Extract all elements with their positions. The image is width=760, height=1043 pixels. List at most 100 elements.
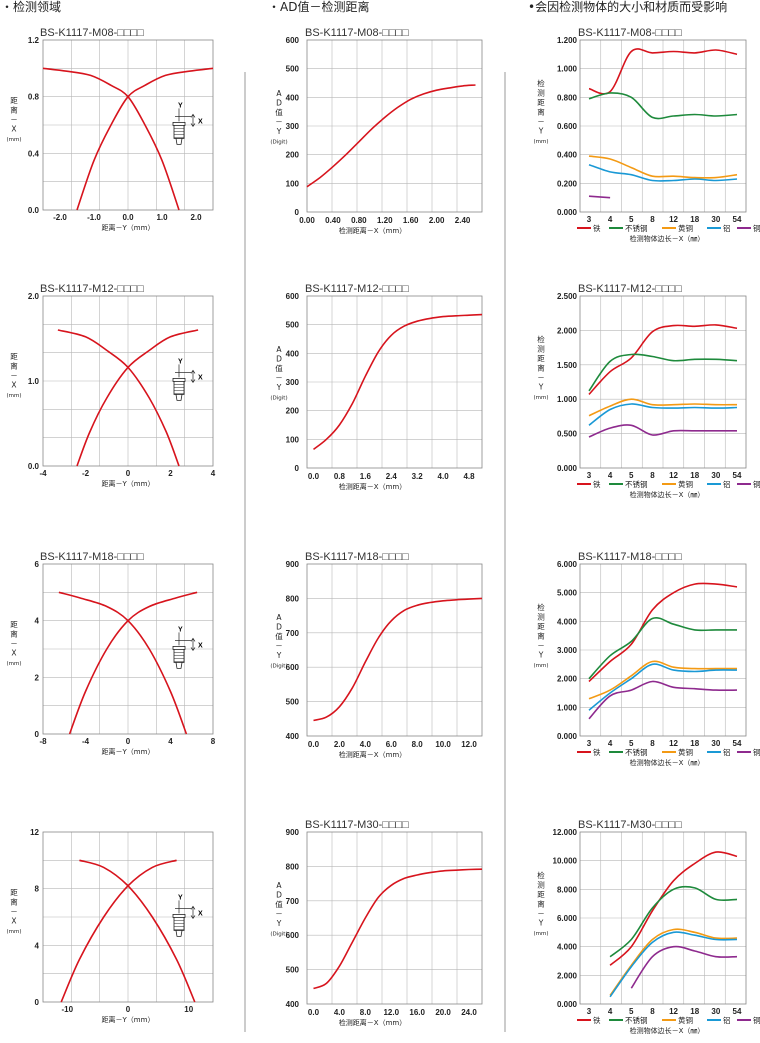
material-series-line: [588, 195, 611, 199]
y-tick-label: 0: [35, 998, 40, 1007]
chart-title: BS-K1117-M08-□□□□: [40, 27, 144, 39]
y-axis-label-char: D: [276, 355, 282, 364]
material-series-line: [588, 660, 737, 700]
sensor-body-icon: [173, 125, 185, 139]
legend: 铁 不锈钢 黄铜 铝 铜: [577, 1015, 760, 1025]
y-tick-label: 1.000: [557, 703, 578, 712]
x-tick-label: 5: [629, 1007, 634, 1016]
y-axis-label-char: D: [276, 623, 282, 632]
y-axis-label-char: (Digit): [270, 396, 287, 402]
arrow-head-icon: [190, 905, 196, 910]
y-tick-label: 400: [286, 1000, 300, 1009]
material-effect-chart: BS-K1117-M08-□□□□ 0.000 0.200 0.400 0.600 0.8…: [533, 27, 760, 243]
y-axis-label-char: (mm): [6, 661, 21, 667]
x-tick-label: 4.0: [334, 1008, 346, 1017]
y-axis-label-char: 离: [537, 899, 545, 909]
x-axis-label: 距离－Y（mm）: [102, 479, 155, 488]
y-axis-label-char: 离: [10, 361, 18, 371]
detection-boundary-line: [57, 329, 180, 467]
x-tick-label: 30: [711, 739, 720, 748]
arrow-head-icon: [190, 637, 196, 642]
y-axis-label-char: －: [537, 641, 545, 650]
y-tick-label: 900: [286, 828, 300, 837]
y-axis-label-char: 距: [10, 96, 18, 105]
plot-frame: [306, 295, 483, 469]
y-tick-label: 1.0: [28, 377, 40, 386]
y-tick-label: 4.000: [557, 617, 578, 626]
x-tick-label: 4: [608, 471, 613, 480]
x-tick-label: 30: [711, 215, 720, 224]
y-axis-label-char: X: [11, 649, 16, 658]
icon-label-y: Y: [178, 102, 183, 109]
y-axis-label-char: 检: [537, 602, 545, 612]
legend-label: 黄铜: [678, 747, 693, 757]
legend-label: 不锈钢: [625, 747, 648, 757]
y-axis-label-char: 测: [537, 881, 545, 890]
y-tick-label: 0.000: [557, 464, 578, 473]
y-axis-label-char: Y: [276, 651, 282, 660]
material-series-line: [609, 851, 738, 966]
ad-curve-line: [313, 597, 483, 722]
x-tick-label: 0.40: [325, 216, 341, 225]
y-tick-label: 300: [286, 378, 300, 387]
x-tick-label: 12.0: [383, 1008, 399, 1017]
legend: 铁 不锈钢 黄铜 铝 铜: [577, 747, 760, 757]
x-axis-label: 检测物体边长－X（㎜）: [630, 490, 705, 499]
y-axis-label-char: X: [11, 381, 16, 390]
material-series-line: [588, 353, 738, 392]
y-axis-label-char: －: [10, 371, 18, 380]
x-tick-label: 2.40: [455, 216, 471, 225]
arrow-head-icon: [190, 647, 196, 652]
x-tick-label: 5: [629, 739, 634, 748]
x-tick-label: 5: [629, 215, 634, 224]
x-tick-label: 4: [608, 215, 613, 224]
plot-frame: [306, 831, 483, 1005]
y-tick-label: 100: [286, 179, 300, 188]
plot-frame: [579, 295, 747, 469]
legend-label: 铜: [753, 747, 760, 757]
x-tick-label: 18: [690, 215, 699, 224]
y-axis-label-char: (Digit): [270, 664, 287, 670]
legend-label: 铝: [723, 747, 731, 757]
sensor-detection-diagram-icon: YX: [172, 894, 203, 937]
plot-frame: [579, 39, 747, 213]
x-tick-label: 0.80: [351, 216, 367, 225]
sensor-cable-icon: [175, 930, 183, 937]
x-tick-label: 4: [211, 469, 216, 478]
arrow-head-icon: [190, 123, 196, 128]
y-tick-label: 600: [286, 36, 300, 45]
y-axis-label-char: 距: [10, 352, 18, 361]
arrow-head-icon: [190, 369, 196, 374]
x-tick-label: 4: [608, 739, 613, 748]
y-axis-label-char: Y: [538, 127, 544, 136]
material-effect-chart: BS-K1117-M30-□□□□ 0.000 2.000 4.000 6.000 8.0…: [533, 819, 760, 1035]
x-axis-label: 检测物体边长－X（㎜）: [630, 758, 705, 767]
plot-frame: [579, 831, 747, 1005]
y-tick-label: 2: [35, 673, 40, 682]
x-tick-label: 2.4: [386, 472, 398, 481]
x-tick-label: -4: [82, 737, 90, 746]
y-tick-label: 0.4: [28, 149, 40, 158]
ad-curve-line: [313, 868, 483, 990]
sensor-face-icon: [172, 914, 186, 918]
y-axis-label-char: 距: [537, 622, 545, 631]
x-tick-label: 54: [733, 215, 742, 224]
icon-label-y: Y: [178, 894, 183, 901]
x-tick-label: 12: [669, 739, 678, 748]
material-series-line: [588, 324, 738, 395]
x-tick-label: 3: [587, 471, 592, 480]
sensor-face-icon: [172, 122, 186, 126]
icon-label-y: Y: [178, 626, 183, 633]
header-material-effect: •会因检测物体的大小和材质而受影响: [528, 0, 727, 14]
y-axis-label-char: 检: [537, 78, 545, 88]
arrow-head-icon: [190, 915, 196, 920]
legend-label: 铁: [593, 223, 601, 233]
legend-label: 铝: [723, 223, 731, 233]
x-axis-label: 检测物体边长－X（㎜）: [630, 1026, 705, 1035]
y-tick-label: 0.8: [28, 93, 40, 102]
y-axis-label-char: 检: [537, 870, 545, 880]
ad-value-chart: BS-K1117-M08-□□□□ 0 100 200 300 400 500 600 0.00…: [270, 27, 483, 235]
legend-label: 铁: [593, 747, 601, 757]
x-axis-label: 距离－Y（mm）: [102, 223, 155, 232]
y-tick-label: 6: [35, 560, 40, 569]
